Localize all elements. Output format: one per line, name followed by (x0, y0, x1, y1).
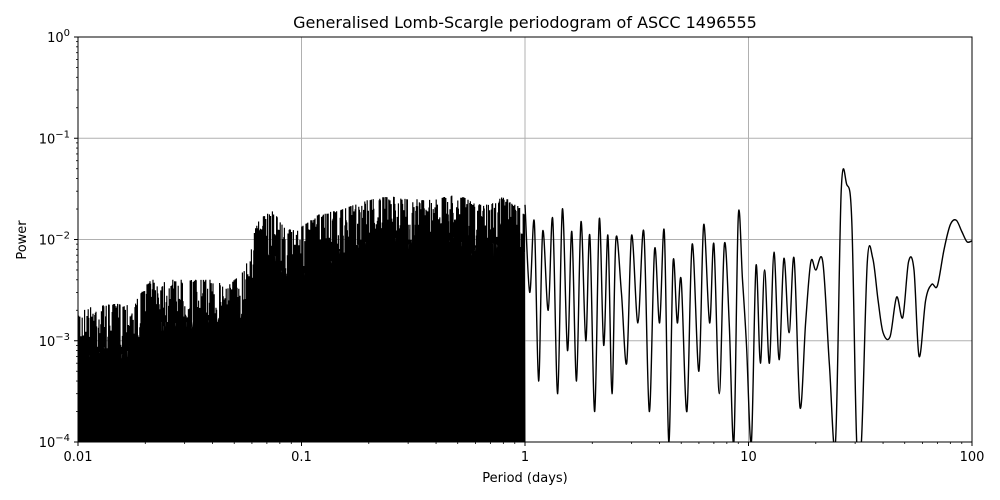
x-tick-label: 100 (960, 450, 985, 465)
y-tick-label: 100 (47, 28, 70, 46)
x-tick-label: 0.1 (291, 450, 312, 465)
y-tick-label: 10−1 (39, 129, 70, 147)
noise-spikes (78, 195, 525, 426)
chart-title: Generalised Lomb-Scargle periodogram of … (293, 13, 757, 32)
x-tick-label: 0.01 (64, 450, 93, 465)
x-tick-label: 1 (521, 450, 529, 465)
y-tick-label: 10−2 (39, 231, 70, 249)
x-axis-ticks: 0.01 0.1 1 10 100 (64, 442, 985, 465)
y-axis-ticks: 100 10−1 10−2 10−3 10−4 (39, 28, 78, 451)
plot-area (78, 168, 972, 442)
y-tick-label: 10−3 (39, 332, 70, 350)
periodogram-line (524, 168, 972, 442)
y-axis-label: Power (15, 220, 30, 260)
y-tick-label: 10−4 (39, 433, 70, 451)
x-axis-label: Period (days) (482, 471, 568, 486)
x-tick-label: 10 (740, 450, 757, 465)
